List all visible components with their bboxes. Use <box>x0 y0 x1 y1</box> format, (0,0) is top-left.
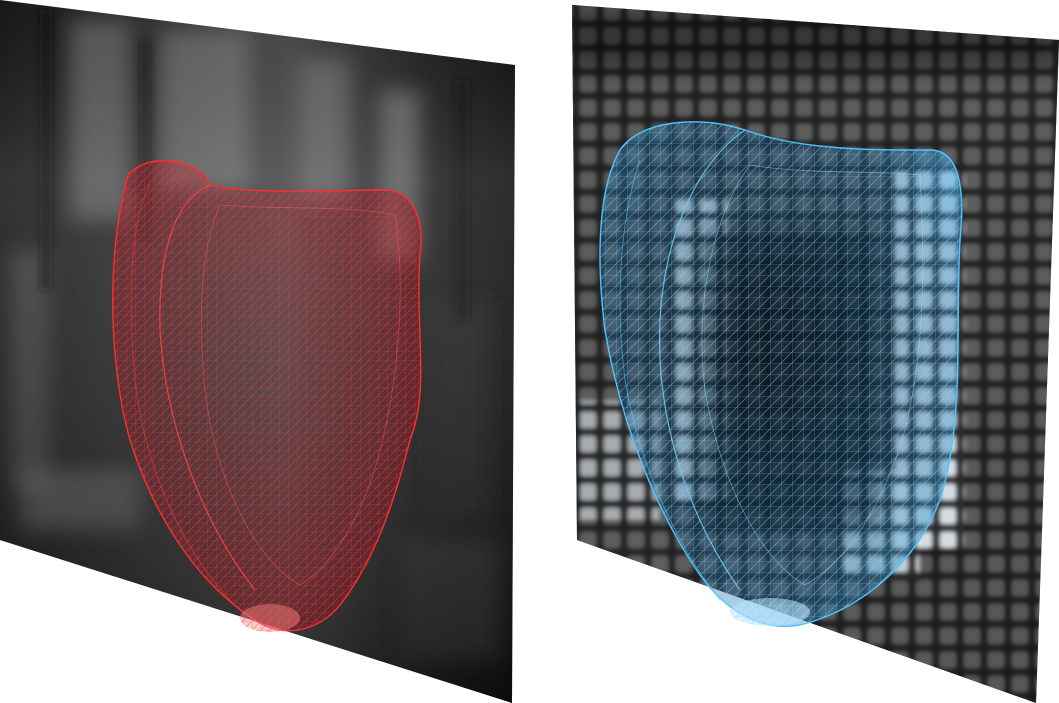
heart-mesh-red-icon <box>112 159 422 632</box>
heart-mesh-blue-icon <box>599 121 963 627</box>
right-panel <box>572 5 1059 703</box>
left-panel <box>0 0 515 703</box>
